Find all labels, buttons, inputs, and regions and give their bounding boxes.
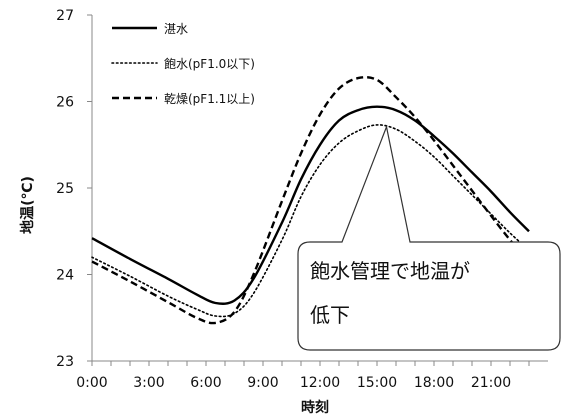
x-tick-label: 15:00 xyxy=(357,375,397,391)
x-tick-label: 6:00 xyxy=(190,375,221,391)
callout-text-line-1: 飽水管理で地温が xyxy=(310,259,470,283)
x-tick-label: 0:00 xyxy=(76,375,107,391)
x-tick-label: 21:00 xyxy=(471,375,511,391)
y-tick-label: 26 xyxy=(56,95,74,111)
x-tick-label: 9:00 xyxy=(247,375,278,391)
axes-layer: 23 24 25 26 27 0:00 3:00 6:00 9:00 12:00 15:00 18:0… xyxy=(56,8,548,391)
legend-label-1: 湛水 xyxy=(164,22,188,36)
x-axis-title: 時刻 xyxy=(301,399,329,416)
callout-text-line-2: 低下 xyxy=(310,303,350,327)
series-line-1 xyxy=(91,105,530,305)
y-tick-label: 23 xyxy=(56,354,74,370)
legend-label-3: 乾燥(pF1.1以上) xyxy=(164,92,255,106)
y-tick-label: 25 xyxy=(56,181,74,197)
y-tick-label: 27 xyxy=(56,8,74,24)
series-line-3 xyxy=(91,76,530,325)
x-tick-label: 18:00 xyxy=(414,375,454,391)
x-tick-label: 12:00 xyxy=(300,375,340,391)
series-layer xyxy=(91,76,530,325)
legend-label-2: 飽水(pF1.0以下) xyxy=(164,56,255,71)
y-tick-label: 24 xyxy=(56,268,74,284)
x-tick-label: 3:00 xyxy=(133,375,164,391)
y-axis-title: 地温(℃) xyxy=(19,176,36,234)
series-line-2 xyxy=(91,124,530,318)
callout-box xyxy=(297,124,561,351)
